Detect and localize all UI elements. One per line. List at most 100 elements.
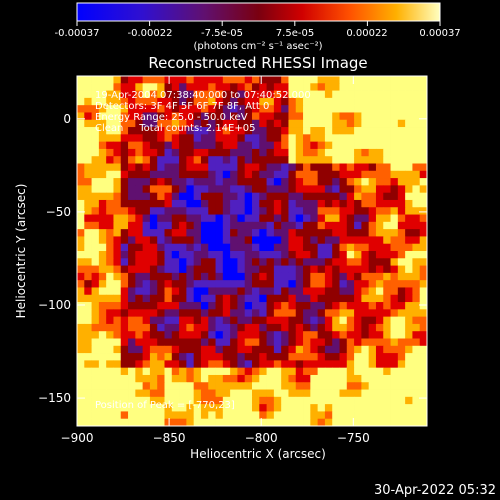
heatmap-cell <box>288 404 297 412</box>
heatmap-cell <box>375 185 384 194</box>
heatmap-cell <box>252 389 260 398</box>
heatmap-cell <box>317 353 326 361</box>
heatmap-cell <box>135 353 144 361</box>
heatmap-cell <box>244 309 253 318</box>
heatmap-cell <box>200 367 209 376</box>
heatmap-cell <box>324 367 333 376</box>
heatmap-cell <box>390 294 399 303</box>
heatmap-cell <box>230 411 238 420</box>
heatmap-cell <box>259 105 267 113</box>
heatmap-cell <box>200 221 209 230</box>
heatmap-cell <box>91 83 100 91</box>
heatmap-cell <box>332 127 340 135</box>
heatmap-cell <box>324 185 333 194</box>
heatmap-cell <box>98 221 107 230</box>
heatmap-cell <box>208 265 216 274</box>
heatmap-cell <box>98 141 107 150</box>
heatmap-cell <box>84 411 92 420</box>
heatmap-cell <box>77 302 85 310</box>
heatmap-cell <box>288 97 297 106</box>
heatmap-cell <box>120 170 129 179</box>
heatmap-cell <box>149 345 158 354</box>
heatmap-cell <box>200 404 209 412</box>
heatmap-cell <box>332 243 340 252</box>
heatmap-cell <box>84 287 92 296</box>
heatmap-cell <box>259 76 267 84</box>
heatmap-cell <box>324 360 333 369</box>
heatmap-cell <box>368 214 377 223</box>
heatmap-cell <box>295 345 304 354</box>
heatmap-cell <box>215 170 224 179</box>
heatmap-cell <box>222 97 231 106</box>
heatmap-cell <box>208 389 216 398</box>
heatmap-cell <box>135 134 144 143</box>
heatmap-cell <box>106 156 114 164</box>
heatmap-cell <box>339 134 348 143</box>
heatmap-cell <box>412 192 421 201</box>
heatmap-cell <box>113 112 122 121</box>
heatmap-cell <box>106 302 114 310</box>
heatmap-cell <box>230 243 238 252</box>
heatmap-cell <box>186 418 195 427</box>
heatmap-cell <box>106 331 114 339</box>
heatmap-cell <box>193 214 202 223</box>
heatmap-cell <box>164 90 173 99</box>
heatmap-cell <box>324 199 333 208</box>
heatmap-cell <box>171 163 180 172</box>
heatmap-cell <box>237 251 246 259</box>
heatmap-cell <box>77 178 85 186</box>
heatmap-cell <box>91 404 100 412</box>
heatmap-cell <box>171 105 180 113</box>
heatmap-cell <box>317 127 326 135</box>
heatmap-cell <box>405 163 413 172</box>
heatmap-cell <box>405 360 413 369</box>
heatmap-cell <box>200 214 209 223</box>
heatmap-cell <box>397 367 406 376</box>
heatmap-cell <box>354 97 362 106</box>
heatmap-cell <box>295 207 304 215</box>
heatmap-cell <box>193 345 202 354</box>
heatmap-cell <box>303 185 311 194</box>
heatmap-cell <box>405 105 413 113</box>
heatmap-cell <box>135 309 144 318</box>
heatmap-cell <box>230 367 238 376</box>
heatmap-cell <box>98 127 107 135</box>
heatmap-cell <box>346 105 355 113</box>
heatmap-cell <box>397 185 406 194</box>
heatmap-cell <box>128 287 136 296</box>
heatmap-cell <box>354 389 362 398</box>
heatmap-cell <box>288 229 297 237</box>
heatmap-cell <box>215 251 224 259</box>
heatmap-cell <box>120 141 129 150</box>
heatmap-cell <box>281 192 289 201</box>
heatmap-cell <box>157 272 165 281</box>
heatmap-cell <box>113 97 122 106</box>
heatmap-cell <box>295 323 304 332</box>
heatmap-cell <box>390 199 399 208</box>
heatmap-cell <box>237 272 246 281</box>
heatmap-cell <box>273 280 282 288</box>
heatmap-cell <box>200 316 209 325</box>
heatmap-cell <box>208 382 216 390</box>
heatmap-cell <box>84 119 92 128</box>
heatmap-cell <box>149 418 158 427</box>
heatmap-cell <box>419 382 428 390</box>
heatmap-cell <box>339 119 348 128</box>
heatmap-cell <box>405 76 413 84</box>
heatmap-cell <box>412 345 421 354</box>
heatmap-cell <box>310 156 319 164</box>
heatmap-cell <box>266 127 275 135</box>
heatmap-cell <box>375 156 384 164</box>
heatmap-cell <box>171 119 180 128</box>
heatmap-cell <box>361 236 370 245</box>
heatmap-cell <box>281 127 289 135</box>
heatmap-cell <box>222 243 231 252</box>
heatmap-cell <box>317 411 326 420</box>
heatmap-cell <box>222 251 231 259</box>
heatmap-cell <box>135 185 144 194</box>
heatmap-cell <box>295 90 304 99</box>
heatmap-cell <box>361 127 370 135</box>
heatmap-cell <box>295 251 304 259</box>
heatmap-cell <box>303 280 311 288</box>
heatmap-cell <box>171 148 180 157</box>
